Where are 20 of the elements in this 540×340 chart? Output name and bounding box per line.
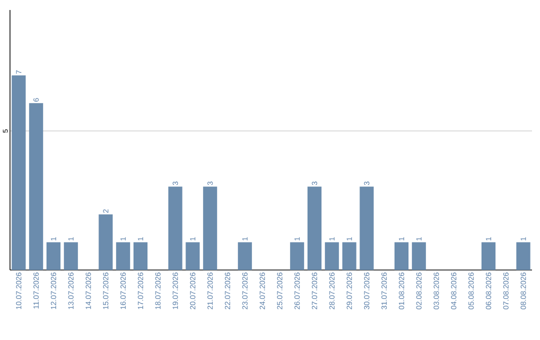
bar — [98, 214, 113, 270]
bar — [12, 75, 26, 270]
bar — [342, 242, 356, 270]
bar — [238, 242, 252, 270]
bar — [290, 242, 304, 270]
bar — [482, 242, 496, 270]
bar — [394, 242, 409, 270]
bar — [324, 242, 339, 270]
bar — [308, 186, 322, 270]
bar — [46, 242, 60, 270]
bar — [203, 186, 218, 270]
bar — [134, 242, 148, 270]
bar — [64, 242, 78, 270]
bar — [186, 242, 200, 270]
bar — [116, 242, 130, 270]
bar — [168, 186, 182, 270]
bar — [412, 242, 426, 270]
bar — [360, 186, 374, 270]
bar — [516, 242, 530, 270]
bar — [29, 103, 44, 270]
